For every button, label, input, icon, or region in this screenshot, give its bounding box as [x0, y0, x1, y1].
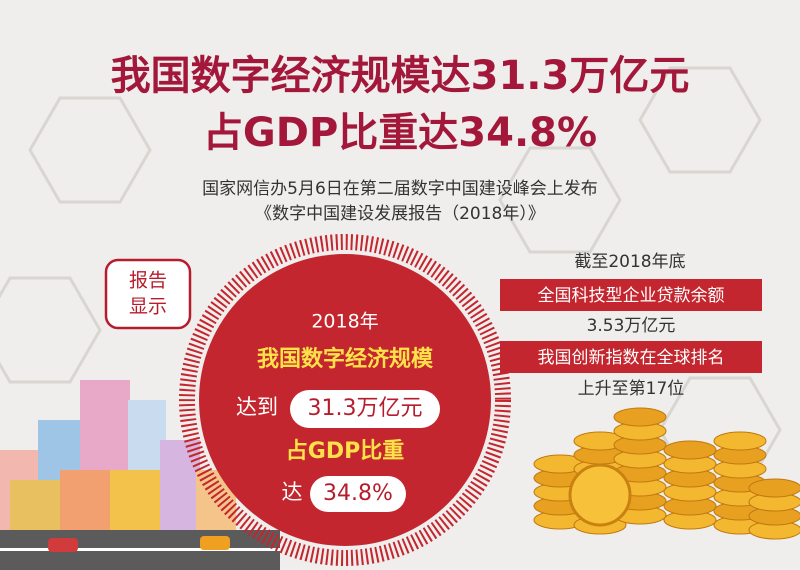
building: [110, 470, 160, 540]
subtitle: 《数字中国建设发展报告（2018年）》: [255, 204, 545, 224]
prefix: 达到: [236, 395, 278, 419]
building: [160, 440, 200, 540]
badge: [104, 258, 192, 330]
hexagon: [638, 66, 762, 174]
prefix: 达: [282, 480, 303, 504]
hexagon: [0, 276, 102, 384]
coin: [748, 478, 800, 498]
label: 占GDP比重: [286, 439, 404, 464]
title: 占GDP比重达34.8%: [203, 110, 597, 156]
coin: [663, 440, 717, 460]
building: [60, 470, 110, 540]
coin: [713, 431, 767, 451]
value: 34.8%: [323, 481, 393, 506]
label: 我国数字经济规模: [257, 346, 434, 372]
subtitle: 国家网信办5月6日在第二届数字中国建设峰会上发布: [202, 179, 598, 199]
badge-text: 报告: [129, 270, 167, 292]
side-value: 3.53万亿元: [587, 316, 676, 336]
coin-face: [568, 463, 632, 527]
year: 2018年: [311, 311, 378, 333]
side-banner: [500, 341, 762, 373]
value-pill: [310, 476, 406, 512]
side-label: 我国创新指数在全球排名: [538, 348, 725, 368]
road-line: [0, 548, 280, 551]
side-date: 截至2018年底: [574, 252, 685, 272]
title: 我国数字经济规模达31.3万亿元: [111, 53, 690, 99]
car: [48, 538, 78, 552]
side-value: 上升至第17位: [578, 379, 685, 399]
hexagon: [28, 96, 152, 204]
value-pill: [290, 390, 440, 428]
decoration: [0, 66, 800, 570]
tick-ring: [179, 234, 511, 566]
side-banner: [500, 279, 762, 311]
coin: [613, 407, 667, 427]
side-label: 全国科技型企业贷款余额: [538, 286, 725, 306]
car: [200, 536, 230, 550]
hexagon: [498, 146, 622, 254]
value: 31.3万亿元: [308, 396, 423, 421]
badge-text: 显示: [129, 296, 167, 318]
